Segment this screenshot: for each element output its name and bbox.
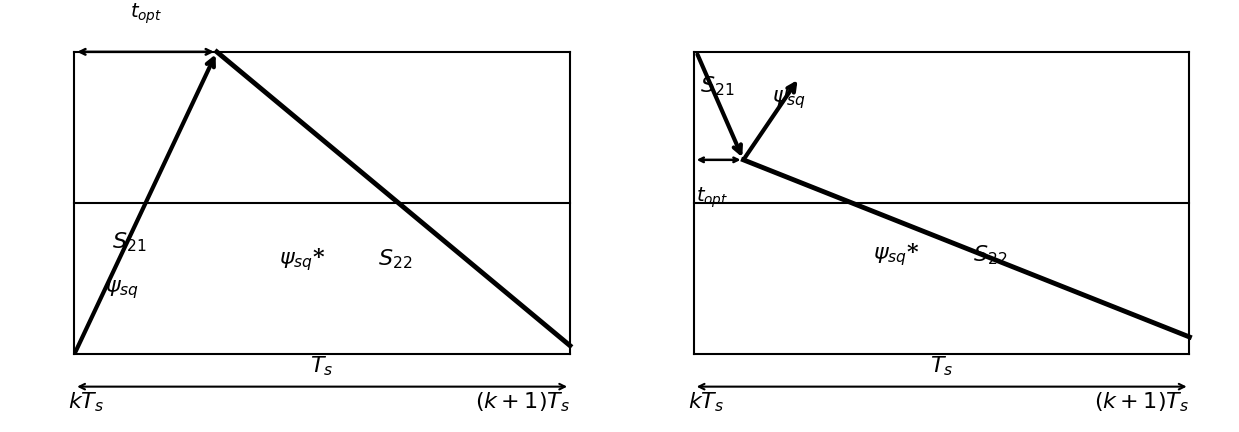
Text: $S_{21}$: $S_{21}$ bbox=[700, 75, 735, 98]
Text: $S_{21}$: $S_{21}$ bbox=[112, 230, 146, 254]
Text: $(k+1)T_s$: $(k+1)T_s$ bbox=[475, 390, 570, 413]
Text: $S_{22}$: $S_{22}$ bbox=[378, 248, 413, 271]
Text: $kT_s$: $kT_s$ bbox=[688, 390, 724, 413]
Text: $(k+1)T_s$: $(k+1)T_s$ bbox=[1094, 390, 1189, 413]
Text: $\psi_{sq}$*: $\psi_{sq}$* bbox=[279, 246, 325, 273]
Text: $T_s$: $T_s$ bbox=[930, 354, 953, 378]
Text: $\psi_{sq}$: $\psi_{sq}$ bbox=[105, 278, 139, 301]
Text: $kT_s$: $kT_s$ bbox=[68, 390, 104, 413]
Text: $T_s$: $T_s$ bbox=[311, 354, 333, 378]
Text: $S_{22}$: $S_{22}$ bbox=[973, 243, 1007, 267]
Text: $t_{opt}$: $t_{opt}$ bbox=[130, 1, 162, 26]
Text: $t_{opt}$: $t_{opt}$ bbox=[696, 186, 729, 210]
Text: $\psi_{sq}$: $\psi_{sq}$ bbox=[772, 88, 805, 111]
Text: $\psi_{sq}$*: $\psi_{sq}$* bbox=[873, 241, 919, 268]
